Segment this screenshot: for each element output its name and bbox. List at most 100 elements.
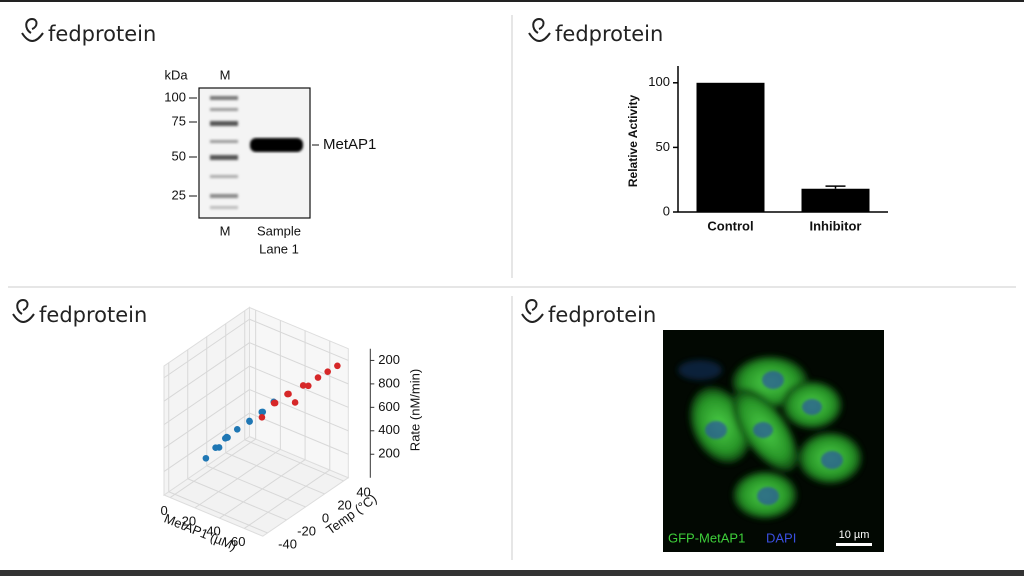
point bbox=[246, 418, 253, 425]
grid-line bbox=[249, 318, 349, 361]
y-tick-label: 0 bbox=[322, 510, 329, 525]
grid-line bbox=[163, 318, 250, 379]
nucleus bbox=[762, 371, 784, 389]
grid-line bbox=[163, 342, 250, 402]
y-tick-label: 40 bbox=[356, 484, 370, 499]
sample-label: Lane 1 bbox=[259, 241, 299, 256]
y-axis-label: Relative Activity bbox=[626, 95, 640, 188]
point bbox=[291, 399, 299, 406]
logo: fedprotein bbox=[21, 17, 156, 46]
counterstain-label: DAPI bbox=[766, 530, 796, 545]
point bbox=[258, 414, 266, 421]
ladder-label: 50 bbox=[172, 148, 186, 163]
point bbox=[299, 382, 307, 389]
ladder-band bbox=[210, 175, 238, 178]
sample-band bbox=[250, 138, 303, 152]
x-tick-label: 20 bbox=[182, 513, 196, 528]
point bbox=[324, 368, 331, 375]
nucleus bbox=[678, 360, 722, 380]
z-tick-label: 600 bbox=[378, 399, 400, 414]
ladder-band bbox=[210, 108, 238, 111]
grid-line bbox=[249, 365, 349, 408]
point bbox=[305, 382, 312, 390]
logo-leaf bbox=[25, 17, 38, 34]
y-tick-label: 50 bbox=[656, 139, 670, 154]
band-label: MetAP1 bbox=[323, 136, 376, 153]
grid-line bbox=[168, 491, 268, 534]
micrograph: 10 µm GFP-MetAP1 DAPI bbox=[663, 330, 884, 552]
point bbox=[284, 390, 291, 398]
ladder-band bbox=[210, 206, 238, 209]
point bbox=[270, 399, 278, 407]
x-tick-label: Control bbox=[707, 218, 753, 233]
logo-leaf bbox=[532, 17, 545, 34]
x-tick-label: 0 bbox=[161, 503, 168, 518]
western-blot bbox=[198, 87, 319, 219]
logo-leaf bbox=[525, 298, 538, 315]
ladder-band bbox=[210, 194, 238, 198]
grid-line bbox=[225, 452, 325, 495]
ladder-label: 25 bbox=[172, 187, 186, 202]
point bbox=[314, 374, 322, 381]
grid-line bbox=[163, 365, 250, 426]
logo: fedprotein bbox=[528, 17, 663, 46]
z-tick-label: 400 bbox=[378, 422, 400, 437]
lane-label: M bbox=[220, 67, 231, 82]
point bbox=[212, 444, 219, 451]
grid-line bbox=[187, 478, 287, 521]
logo-text: fedprotein bbox=[39, 303, 147, 327]
nucleus bbox=[753, 422, 773, 438]
point bbox=[202, 454, 210, 462]
y-tick-label: 0 bbox=[663, 203, 670, 218]
ladder-label: 75 bbox=[172, 113, 186, 128]
sample-label: Sample bbox=[257, 223, 301, 238]
nucleus bbox=[757, 487, 779, 505]
grid-line bbox=[206, 465, 306, 508]
y-tick-label: -20 bbox=[297, 523, 316, 538]
scale-bar-label: 10 µm bbox=[839, 529, 870, 541]
x-tick-label: 40 bbox=[206, 524, 220, 539]
stain-label: GFP-MetAP1 bbox=[668, 530, 745, 545]
grid-line bbox=[163, 389, 250, 449]
y-tick-label: 100 bbox=[648, 74, 670, 89]
bar bbox=[801, 188, 870, 212]
lane-label: M bbox=[220, 223, 231, 238]
z-tick-label: 200 bbox=[378, 446, 400, 461]
logo-bowl bbox=[528, 32, 551, 42]
logo: fedprotein bbox=[521, 298, 656, 327]
z-axis-label: Rate (nM/min) bbox=[407, 369, 422, 451]
logo-text: fedprotein bbox=[48, 22, 156, 46]
bar bbox=[696, 82, 765, 212]
logo-bowl bbox=[521, 313, 544, 323]
top-border bbox=[0, 0, 1024, 2]
x-tick-label: Inhibitor bbox=[810, 218, 862, 233]
grid-line bbox=[249, 342, 349, 385]
blot-frame bbox=[198, 87, 311, 219]
unit-label: kDa bbox=[164, 67, 188, 82]
grid-line bbox=[249, 389, 349, 432]
nucleus bbox=[705, 421, 727, 439]
point bbox=[334, 362, 341, 370]
ladder-label: 100 bbox=[164, 89, 186, 104]
point bbox=[258, 408, 266, 416]
logo-bowl bbox=[12, 313, 35, 323]
z-tick-label: 800 bbox=[378, 375, 400, 390]
y-tick-label: 20 bbox=[337, 497, 351, 512]
logo-leaf bbox=[16, 298, 29, 315]
point bbox=[223, 433, 230, 441]
y-tick-label: -40 bbox=[278, 536, 297, 551]
x-tick-label: 60 bbox=[231, 534, 245, 549]
z-tick-label: 200 bbox=[378, 352, 400, 367]
grid-line bbox=[249, 412, 349, 455]
ladder bbox=[210, 96, 238, 209]
grid-line bbox=[244, 439, 344, 482]
logo-text: fedprotein bbox=[555, 22, 663, 46]
nucleus bbox=[802, 399, 822, 415]
scale-bar bbox=[836, 543, 872, 546]
point bbox=[233, 426, 241, 433]
ladder-band bbox=[210, 96, 238, 100]
logo: fedprotein bbox=[12, 298, 147, 327]
logo-bowl bbox=[21, 32, 44, 42]
logo-text: fedprotein bbox=[548, 303, 656, 327]
